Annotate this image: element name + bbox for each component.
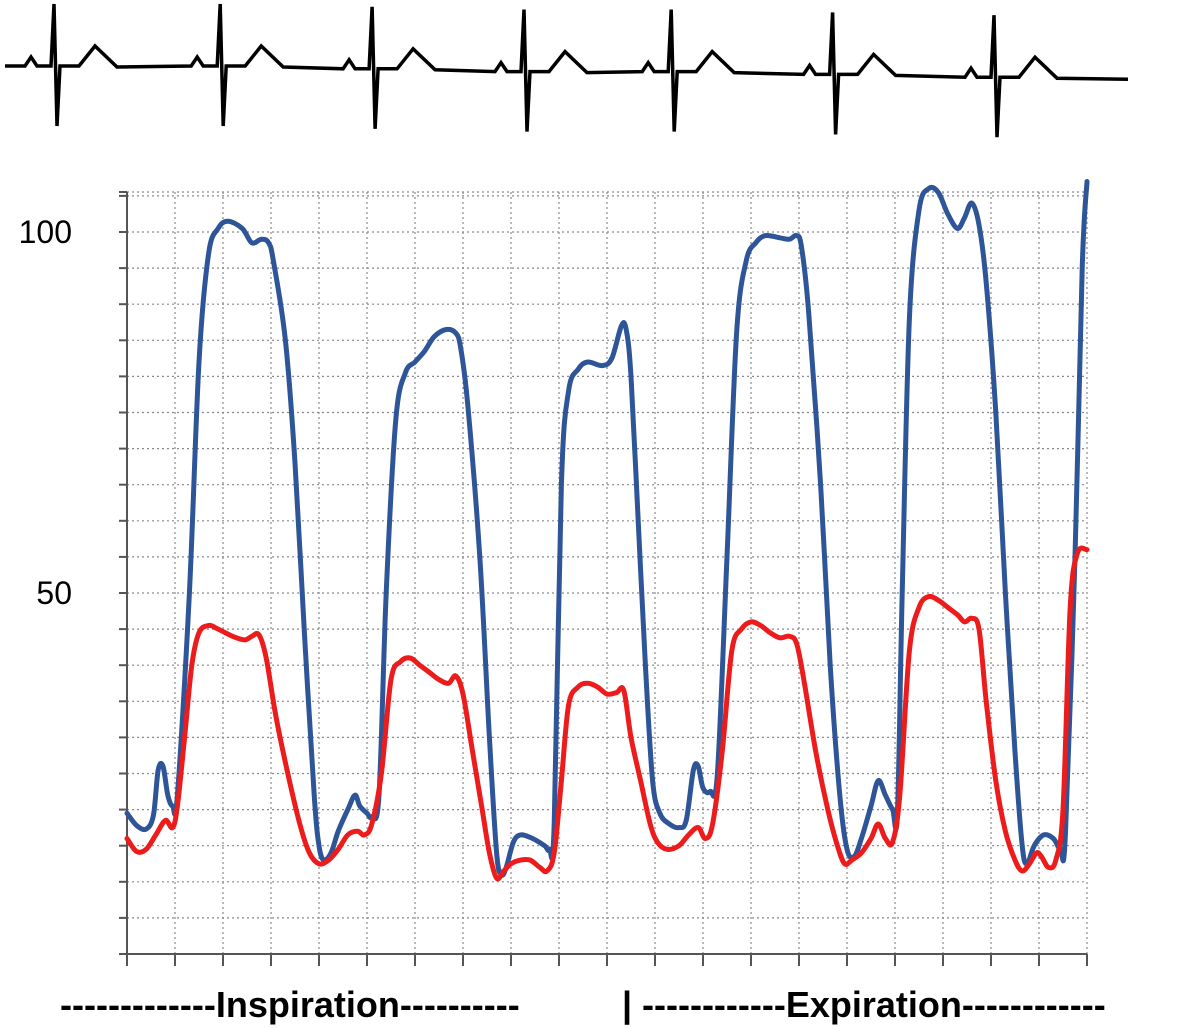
plot-axes <box>119 191 1088 966</box>
phase-labels: -------------Inspiration---------- | ---… <box>60 984 1106 1026</box>
series-line-2 <box>124 545 1090 882</box>
series-line-1 <box>124 179 1090 878</box>
plot-series <box>124 179 1090 882</box>
phase-label-expiration: ------------Expiration------------ <box>642 984 1106 1025</box>
y-tick-label-100: 100 <box>19 214 72 250</box>
phase-label-divider: | <box>622 984 632 1026</box>
y-tick-label-50: 50 <box>36 575 72 611</box>
ecg-trace <box>5 3 1129 138</box>
y-axis-labels: 100 50 <box>19 214 72 611</box>
ecg-waveform <box>5 3 1129 138</box>
phase-label-inspiration: -------------Inspiration---------- <box>60 984 520 1025</box>
plot-grid <box>127 191 1088 954</box>
